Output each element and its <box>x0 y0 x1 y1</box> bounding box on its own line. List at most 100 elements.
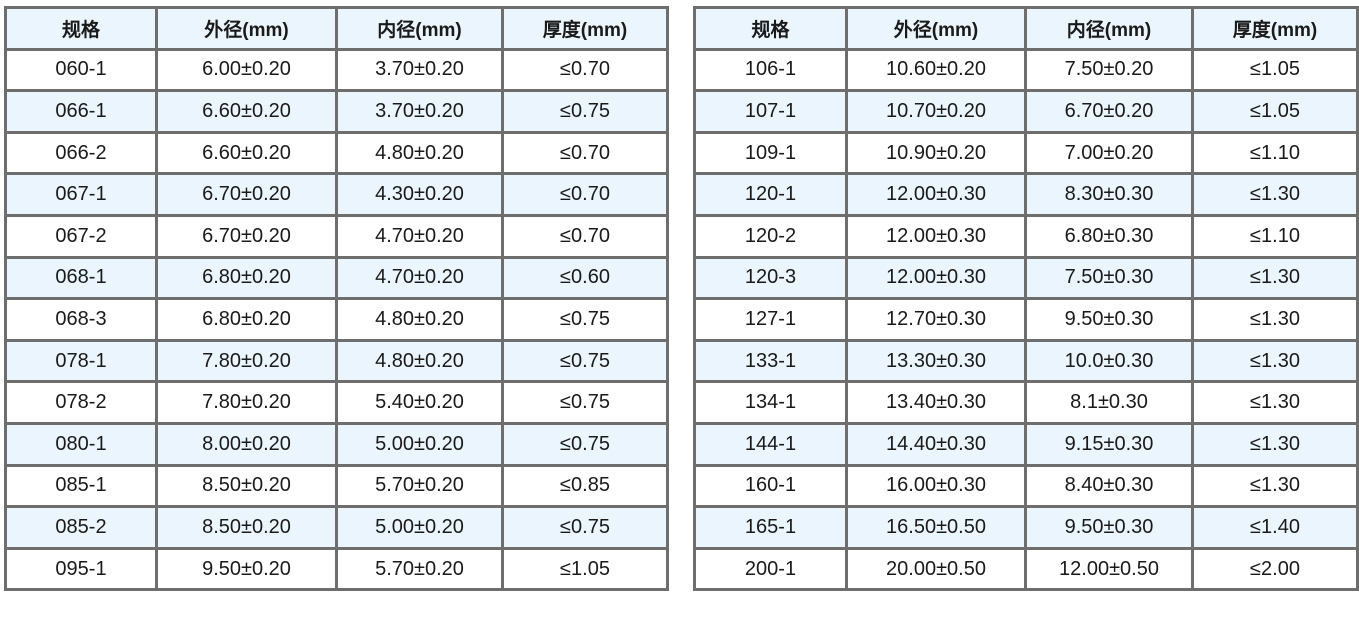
cell-inner-diameter: 3.70±0.20 <box>335 47 504 93</box>
cell-outer-diameter: 10.90±0.20 <box>845 130 1027 176</box>
cell-inner-diameter: 9.50±0.30 <box>1024 505 1194 550</box>
cell-outer-diameter: 16.00±0.30 <box>845 463 1027 509</box>
cell-inner-diameter: 12.00±0.50 <box>1024 546 1194 592</box>
cell-inner-diameter: 4.80±0.20 <box>335 338 504 384</box>
cell-thickness: ≤0.75 <box>501 338 669 384</box>
table-row: 068-3 6.80±0.20 4.80±0.20 ≤0.75 <box>4 297 669 342</box>
cell-outer-diameter: 12.00±0.30 <box>845 172 1027 217</box>
table-row: 127-1 12.70±0.30 9.50±0.30 ≤1.30 <box>693 297 1359 342</box>
cell-inner-diameter: 5.00±0.20 <box>335 505 504 550</box>
cell-thickness: ≤1.10 <box>1191 130 1359 176</box>
cell-thickness: ≤1.30 <box>1191 463 1359 509</box>
cell-spec: 120-2 <box>693 213 848 259</box>
table-row: 120-3 12.00±0.30 7.50±0.30 ≤1.30 <box>693 255 1359 301</box>
cell-outer-diameter: 7.80±0.20 <box>155 380 338 425</box>
cell-spec: 068-3 <box>4 297 158 342</box>
cell-thickness: ≤1.30 <box>1191 255 1359 301</box>
cell-outer-diameter: 6.70±0.20 <box>155 213 338 259</box>
table-row: 067-2 6.70±0.20 4.70±0.20 ≤0.70 <box>4 213 669 259</box>
header-spec: 规格 <box>693 6 848 51</box>
cell-inner-diameter: 4.80±0.20 <box>335 297 504 342</box>
table-row: 107-1 10.70±0.20 6.70±0.20 ≤1.05 <box>693 89 1359 134</box>
cell-outer-diameter: 6.60±0.20 <box>155 130 338 176</box>
table-row: 078-1 7.80±0.20 4.80±0.20 ≤0.75 <box>4 338 669 384</box>
cell-thickness: ≤0.75 <box>501 505 669 550</box>
cell-spec: 080-1 <box>4 421 158 467</box>
cell-spec: 060-1 <box>4 47 158 93</box>
cell-thickness: ≤1.05 <box>1191 47 1359 93</box>
table-row: 066-2 6.60±0.20 4.80±0.20 ≤0.70 <box>4 130 669 176</box>
table-row: 120-2 12.00±0.30 6.80±0.30 ≤1.10 <box>693 213 1359 259</box>
table-row: 068-1 6.80±0.20 4.70±0.20 ≤0.60 <box>4 255 669 301</box>
cell-spec: 067-2 <box>4 213 158 259</box>
cell-spec: 160-1 <box>693 463 848 509</box>
cell-outer-diameter: 12.00±0.30 <box>845 213 1027 259</box>
table-row: 165-1 16.50±0.50 9.50±0.30 ≤1.40 <box>693 505 1359 550</box>
table-row: 060-1 6.00±0.20 3.70±0.20 ≤0.70 <box>4 47 669 93</box>
cell-thickness: ≤1.05 <box>501 546 669 592</box>
header-outer-diameter: 外径(mm) <box>155 6 338 51</box>
cell-spec: 144-1 <box>693 421 848 467</box>
cell-outer-diameter: 8.00±0.20 <box>155 421 338 467</box>
table-row: 080-1 8.00±0.20 5.00±0.20 ≤0.75 <box>4 421 669 467</box>
cell-inner-diameter: 8.40±0.30 <box>1024 463 1194 509</box>
cell-thickness: ≤0.75 <box>501 421 669 467</box>
table-row: 085-2 8.50±0.20 5.00±0.20 ≤0.75 <box>4 505 669 550</box>
cell-inner-diameter: 5.40±0.20 <box>335 380 504 425</box>
cell-spec: 085-2 <box>4 505 158 550</box>
cell-outer-diameter: 14.40±0.30 <box>845 421 1027 467</box>
cell-outer-diameter: 6.00±0.20 <box>155 47 338 93</box>
cell-spec: 068-1 <box>4 255 158 301</box>
cell-inner-diameter: 3.70±0.20 <box>335 89 504 134</box>
table-row: 160-1 16.00±0.30 8.40±0.30 ≤1.30 <box>693 463 1359 509</box>
cell-inner-diameter: 6.80±0.30 <box>1024 213 1194 259</box>
table-row: 120-1 12.00±0.30 8.30±0.30 ≤1.30 <box>693 172 1359 217</box>
cell-outer-diameter: 16.50±0.50 <box>845 505 1027 550</box>
cell-spec: 107-1 <box>693 89 848 134</box>
cell-spec: 078-2 <box>4 380 158 425</box>
table-row: 109-1 10.90±0.20 7.00±0.20 ≤1.10 <box>693 130 1359 176</box>
cell-inner-diameter: 9.15±0.30 <box>1024 421 1194 467</box>
table-row: 106-1 10.60±0.20 7.50±0.20 ≤1.05 <box>693 47 1359 93</box>
cell-spec: 120-1 <box>693 172 848 217</box>
cell-thickness: ≤1.30 <box>1191 380 1359 425</box>
cell-inner-diameter: 4.70±0.20 <box>335 255 504 301</box>
header-row: 规格 外径(mm) 内径(mm) 厚度(mm) <box>4 6 669 51</box>
cell-inner-diameter: 7.50±0.30 <box>1024 255 1194 301</box>
header-inner-diameter: 内径(mm) <box>1024 6 1194 51</box>
cell-thickness: ≤1.30 <box>1191 297 1359 342</box>
cell-spec: 200-1 <box>693 546 848 592</box>
cell-outer-diameter: 9.50±0.20 <box>155 546 338 592</box>
cell-outer-diameter: 13.40±0.30 <box>845 380 1027 425</box>
cell-outer-diameter: 8.50±0.20 <box>155 463 338 509</box>
cell-inner-diameter: 4.30±0.20 <box>335 172 504 217</box>
cell-spec: 134-1 <box>693 380 848 425</box>
spec-table-right: 规格 外径(mm) 内径(mm) 厚度(mm) 106-1 10.60±0.20 7.50… <box>693 6 1359 592</box>
cell-outer-diameter: 10.70±0.20 <box>845 89 1027 134</box>
cell-outer-diameter: 6.80±0.20 <box>155 255 338 301</box>
cell-outer-diameter: 12.70±0.30 <box>845 297 1027 342</box>
cell-inner-diameter: 8.30±0.30 <box>1024 172 1194 217</box>
cell-outer-diameter: 6.80±0.20 <box>155 297 338 342</box>
cell-thickness: ≤1.05 <box>1191 89 1359 134</box>
cell-outer-diameter: 13.30±0.30 <box>845 338 1027 384</box>
table-row: 078-2 7.80±0.20 5.40±0.20 ≤0.75 <box>4 380 669 425</box>
table-row: 134-1 13.40±0.30 8.1±0.30 ≤1.30 <box>693 380 1359 425</box>
cell-thickness: ≤1.10 <box>1191 213 1359 259</box>
cell-inner-diameter: 4.70±0.20 <box>335 213 504 259</box>
header-outer-diameter: 外径(mm) <box>845 6 1027 51</box>
header-thickness: 厚度(mm) <box>1191 6 1359 51</box>
table-row: 066-1 6.60±0.20 3.70±0.20 ≤0.75 <box>4 89 669 134</box>
cell-outer-diameter: 7.80±0.20 <box>155 338 338 384</box>
header-spec: 规格 <box>4 6 158 51</box>
cell-thickness: ≤0.60 <box>501 255 669 301</box>
cell-outer-diameter: 20.00±0.50 <box>845 546 1027 592</box>
cell-spec: 066-1 <box>4 89 158 134</box>
cell-spec: 120-3 <box>693 255 848 301</box>
table-row: 133-1 13.30±0.30 10.0±0.30 ≤1.30 <box>693 338 1359 384</box>
cell-thickness: ≤1.30 <box>1191 421 1359 467</box>
cell-spec: 133-1 <box>693 338 848 384</box>
cell-thickness: ≤0.70 <box>501 213 669 259</box>
cell-outer-diameter: 8.50±0.20 <box>155 505 338 550</box>
cell-inner-diameter: 5.00±0.20 <box>335 421 504 467</box>
